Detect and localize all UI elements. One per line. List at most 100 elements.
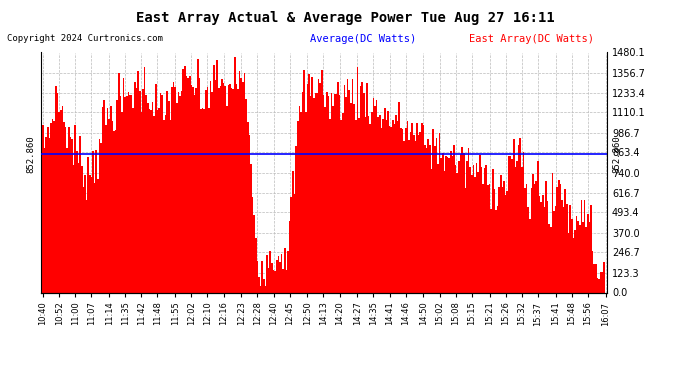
Bar [123, 78, 124, 292]
Bar [168, 101, 170, 292]
Bar [84, 175, 86, 292]
Bar [413, 135, 415, 292]
Bar [197, 59, 199, 292]
Bar [92, 151, 94, 292]
Bar [100, 143, 102, 292]
Bar [529, 219, 531, 292]
Bar [521, 167, 522, 292]
Bar [510, 156, 511, 292]
Bar [364, 117, 366, 292]
Bar [250, 165, 252, 292]
Bar [282, 269, 284, 292]
Bar [187, 78, 189, 292]
Bar [223, 83, 224, 292]
Bar [563, 207, 564, 292]
Bar [439, 133, 440, 292]
Bar [373, 98, 374, 292]
Bar [358, 118, 359, 292]
Bar [184, 66, 186, 292]
Bar [428, 139, 429, 292]
Bar [477, 172, 479, 292]
Bar [405, 128, 406, 292]
Bar [526, 184, 527, 292]
Bar [376, 100, 377, 292]
Bar [464, 188, 466, 292]
Bar [79, 136, 81, 292]
Bar [573, 238, 574, 292]
Bar [481, 168, 482, 292]
Bar [255, 238, 257, 292]
Bar [566, 204, 568, 292]
Bar [150, 110, 152, 292]
Bar [520, 138, 521, 292]
Bar [482, 184, 484, 292]
Bar [491, 209, 492, 292]
Bar [450, 151, 452, 292]
Bar [210, 81, 211, 292]
Bar [121, 112, 123, 292]
Bar [281, 254, 282, 292]
Bar [471, 175, 473, 292]
Bar [313, 98, 315, 292]
Bar [602, 272, 603, 292]
Bar [257, 261, 258, 292]
Bar [593, 264, 595, 292]
Bar [216, 60, 218, 292]
Bar [78, 163, 79, 292]
Bar [424, 145, 426, 292]
Bar [262, 261, 263, 292]
Bar [345, 98, 347, 292]
Bar [117, 100, 118, 292]
Bar [544, 207, 545, 292]
Bar [306, 84, 308, 292]
Bar [597, 278, 598, 292]
Bar [310, 96, 311, 292]
Bar [229, 84, 231, 292]
Bar [50, 123, 52, 292]
Bar [331, 93, 333, 292]
Bar [542, 195, 544, 292]
Bar [233, 89, 234, 292]
Bar [578, 221, 579, 292]
Bar [177, 92, 179, 292]
Bar [319, 83, 321, 292]
Bar [57, 93, 59, 292]
Bar [49, 138, 50, 292]
Bar [304, 70, 305, 292]
Bar [294, 194, 295, 292]
Bar [70, 137, 71, 292]
Bar [176, 102, 177, 292]
Bar [492, 169, 493, 292]
Bar [416, 123, 417, 292]
Bar [433, 129, 434, 292]
Bar [157, 110, 158, 292]
Bar [408, 140, 410, 292]
Bar [535, 181, 537, 292]
Bar [86, 201, 88, 292]
Bar [131, 95, 132, 292]
Bar [170, 120, 171, 292]
Bar [239, 70, 241, 292]
Bar [442, 153, 444, 292]
Bar [333, 106, 334, 292]
Bar [518, 145, 520, 292]
Bar [277, 256, 279, 292]
Bar [513, 139, 515, 292]
Bar [75, 125, 76, 292]
Bar [447, 158, 448, 292]
Bar [495, 210, 497, 292]
Bar [136, 88, 137, 292]
Bar [324, 107, 326, 292]
Bar [190, 86, 192, 292]
Bar [61, 106, 63, 292]
Bar [94, 183, 95, 292]
Bar [500, 175, 502, 292]
Text: Average(DC Watts): Average(DC Watts) [310, 34, 417, 44]
Bar [540, 202, 542, 292]
Bar [148, 109, 150, 292]
Bar [434, 146, 435, 292]
Bar [377, 117, 379, 292]
Bar [147, 103, 148, 292]
Bar [302, 92, 304, 292]
Bar [539, 196, 540, 292]
